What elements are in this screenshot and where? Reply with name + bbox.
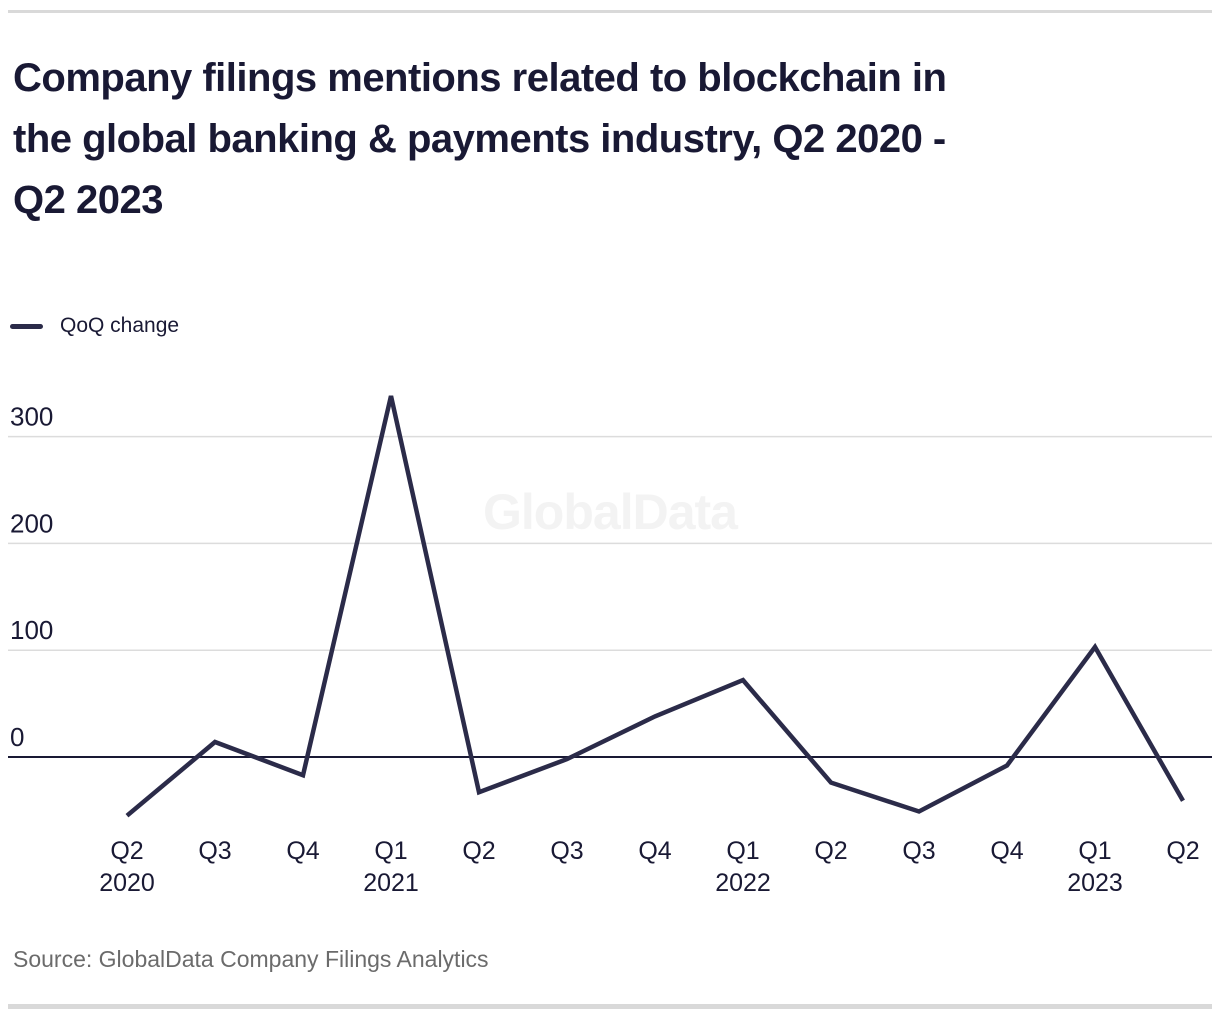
- y-tick-label: 200: [10, 508, 53, 538]
- qoq-change-line: [125, 395, 1185, 818]
- chart-svg: 300 200 100 0 Q2 2020 Q3 Q4 Q1 2021 Q2 Q3 Q4 Q1 2022 Q2…: [8, 395, 1212, 897]
- top-border-rule: [8, 10, 1212, 13]
- x-tick-year-label: 2023: [1067, 869, 1123, 897]
- source-note: Source: GlobalData Company Filings Analy…: [13, 946, 489, 972]
- x-tick-year-label: 2020: [99, 869, 155, 897]
- x-tick-year-label: 2021: [363, 869, 419, 897]
- y-tick-label: 100: [10, 615, 53, 645]
- page-title-line-2: the global banking & payments industry, …: [13, 117, 946, 161]
- x-tick-quarter-label: Q1: [1078, 837, 1111, 865]
- bottom-border-rule: [8, 1004, 1212, 1009]
- x-tick-quarter-label: Q4: [638, 837, 671, 865]
- x-tick-quarter-label: Q1: [374, 837, 407, 865]
- x-tick-quarter-label: Q4: [286, 837, 319, 865]
- globaldata-watermark: GlobalData: [483, 484, 738, 540]
- legend-label: QoQ change: [60, 314, 180, 337]
- x-tick-quarter-label: Q3: [550, 837, 583, 865]
- x-tick-quarter-label: Q3: [902, 837, 935, 865]
- page-title-line-3: Q2 2023: [13, 178, 163, 222]
- x-tick-quarter-label: Q2: [462, 837, 495, 865]
- x-tick-quarter-label: Q2: [1166, 837, 1199, 865]
- line-chart: 300 200 100 0 Q2 2020 Q3 Q4 Q1 2021 Q2 Q3 Q4 Q1 2022 Q2…: [0, 380, 1220, 910]
- legend: QoQ change: [10, 312, 179, 340]
- x-tick-quarter-label: Q2: [814, 837, 847, 865]
- x-tick-year-label: 2022: [715, 869, 771, 897]
- y-tick-label: 300: [10, 402, 53, 432]
- x-tick-quarter-label: Q4: [990, 837, 1023, 865]
- x-tick-quarter-label: Q1: [726, 837, 759, 865]
- y-tick-label: 0: [10, 722, 24, 752]
- page-title: Company filings mentions related to bloc…: [13, 48, 1203, 231]
- x-tick-quarter-label: Q2: [110, 837, 143, 865]
- page-title-line-1: Company filings mentions related to bloc…: [13, 56, 947, 100]
- legend-line-swatch-icon: [10, 323, 43, 329]
- x-tick-quarter-label: Q3: [198, 837, 231, 865]
